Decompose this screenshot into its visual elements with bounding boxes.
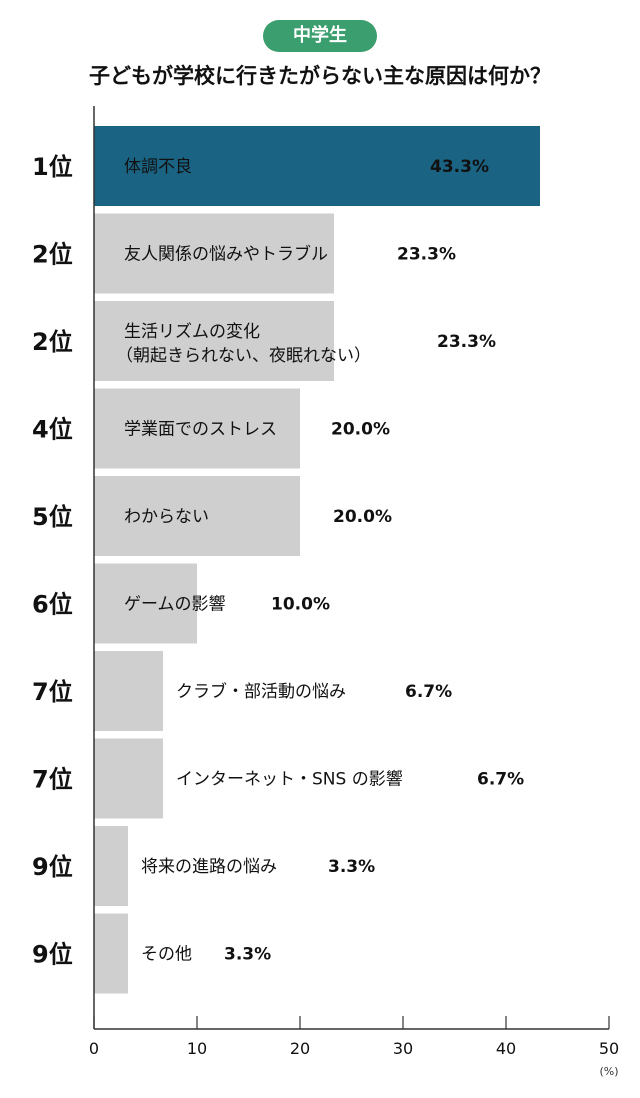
bar	[94, 301, 334, 381]
rank-label: 9位	[32, 853, 73, 881]
bar	[94, 126, 540, 206]
bar	[94, 388, 300, 469]
category-label: 学業面でのストレス	[124, 420, 277, 440]
bar	[94, 213, 334, 294]
value-label: 23.3%	[437, 332, 496, 352]
x-tick-label: 20	[290, 1039, 310, 1058]
category-badge: 中学生	[263, 20, 377, 52]
value-label: 10.0%	[271, 595, 330, 615]
x-tick-label: 10	[187, 1039, 207, 1058]
category-label: その他	[141, 945, 192, 965]
rank-label: 5位	[32, 503, 73, 531]
value-label: 43.3%	[430, 157, 489, 177]
category-label: 体調不良	[124, 157, 192, 177]
bar	[94, 563, 197, 644]
category-label: クラブ・部活動の悩み	[176, 681, 346, 702]
value-label: 6.7%	[477, 770, 524, 790]
bar	[94, 476, 300, 556]
value-label: 20.0%	[333, 507, 392, 527]
x-unit-label: (%)	[599, 1065, 618, 1078]
rank-label: 1位	[32, 153, 73, 181]
value-label: 23.3%	[397, 245, 456, 265]
rank-label: 6位	[32, 591, 73, 619]
category-label: 生活リズムの変化	[124, 322, 260, 342]
rank-label: 7位	[32, 678, 73, 706]
value-label: 3.3%	[224, 945, 271, 965]
rank-label: 7位	[32, 766, 73, 794]
x-tick-label: 50	[599, 1039, 619, 1058]
category-label: 将来の進路の悩み	[141, 857, 277, 877]
value-label: 20.0%	[331, 420, 390, 440]
x-tick-label: 0	[89, 1039, 99, 1058]
category-label: インターネット・SNS の影響	[176, 770, 403, 790]
category-label: 友人関係の悩みやトラブル	[124, 244, 328, 265]
bar	[94, 651, 164, 731]
bar	[94, 913, 128, 994]
category-label: わからない	[124, 507, 209, 527]
rank-label: 4位	[32, 416, 73, 444]
x-tick-label: 40	[496, 1039, 516, 1058]
category-label: （朝起きられない、夜眠れない）	[116, 346, 371, 366]
bar	[94, 826, 128, 906]
value-label: 6.7%	[405, 682, 452, 702]
rank-label: 2位	[32, 328, 73, 356]
rank-label: 9位	[32, 941, 73, 969]
bar	[94, 738, 164, 819]
rank-label: 2位	[32, 241, 73, 269]
x-tick-label: 30	[393, 1039, 413, 1058]
chart-title: 子どもが学校に行きたがらない主な原因は何か？	[89, 64, 551, 88]
category-label: ゲームの影響	[124, 595, 226, 615]
value-label: 3.3%	[328, 857, 375, 877]
